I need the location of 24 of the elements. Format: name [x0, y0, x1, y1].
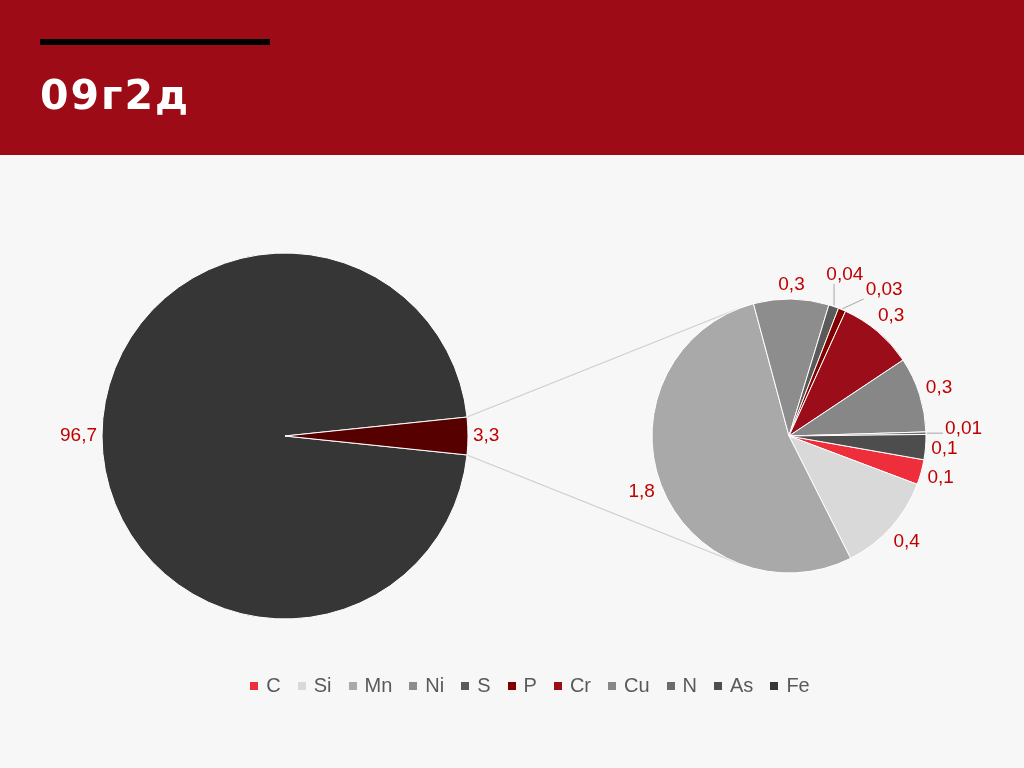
- legend-label: Si: [313, 674, 332, 697]
- legend-label: C: [266, 674, 281, 697]
- data-label: 0,4: [893, 529, 921, 551]
- data-label: 0,3: [925, 376, 953, 398]
- data-label: 0,01: [945, 416, 983, 438]
- data-label: 0,03: [865, 277, 903, 299]
- chart-title: 09г2д: [40, 71, 191, 119]
- data-label: 0,04: [826, 262, 864, 284]
- legend-label: Ni: [425, 674, 445, 697]
- legend-label: Cr: [569, 674, 591, 697]
- data-label: 0,3: [877, 303, 905, 325]
- data-label: 1,8: [628, 480, 655, 502]
- data-label: 3,3: [473, 424, 500, 446]
- data-label: 0,3: [778, 272, 805, 294]
- data-label: 96,7: [60, 424, 97, 446]
- data-label: 0,1: [931, 436, 958, 458]
- legend-label: S: [477, 674, 491, 697]
- data-label: 0,1: [927, 465, 954, 487]
- legend-label: N: [682, 674, 698, 697]
- legend-label: Mn: [364, 674, 393, 697]
- legend-label: As: [730, 674, 754, 697]
- legend-label: Cu: [624, 674, 650, 697]
- legend-label: Fe: [786, 674, 810, 697]
- legend-label: P: [523, 674, 537, 697]
